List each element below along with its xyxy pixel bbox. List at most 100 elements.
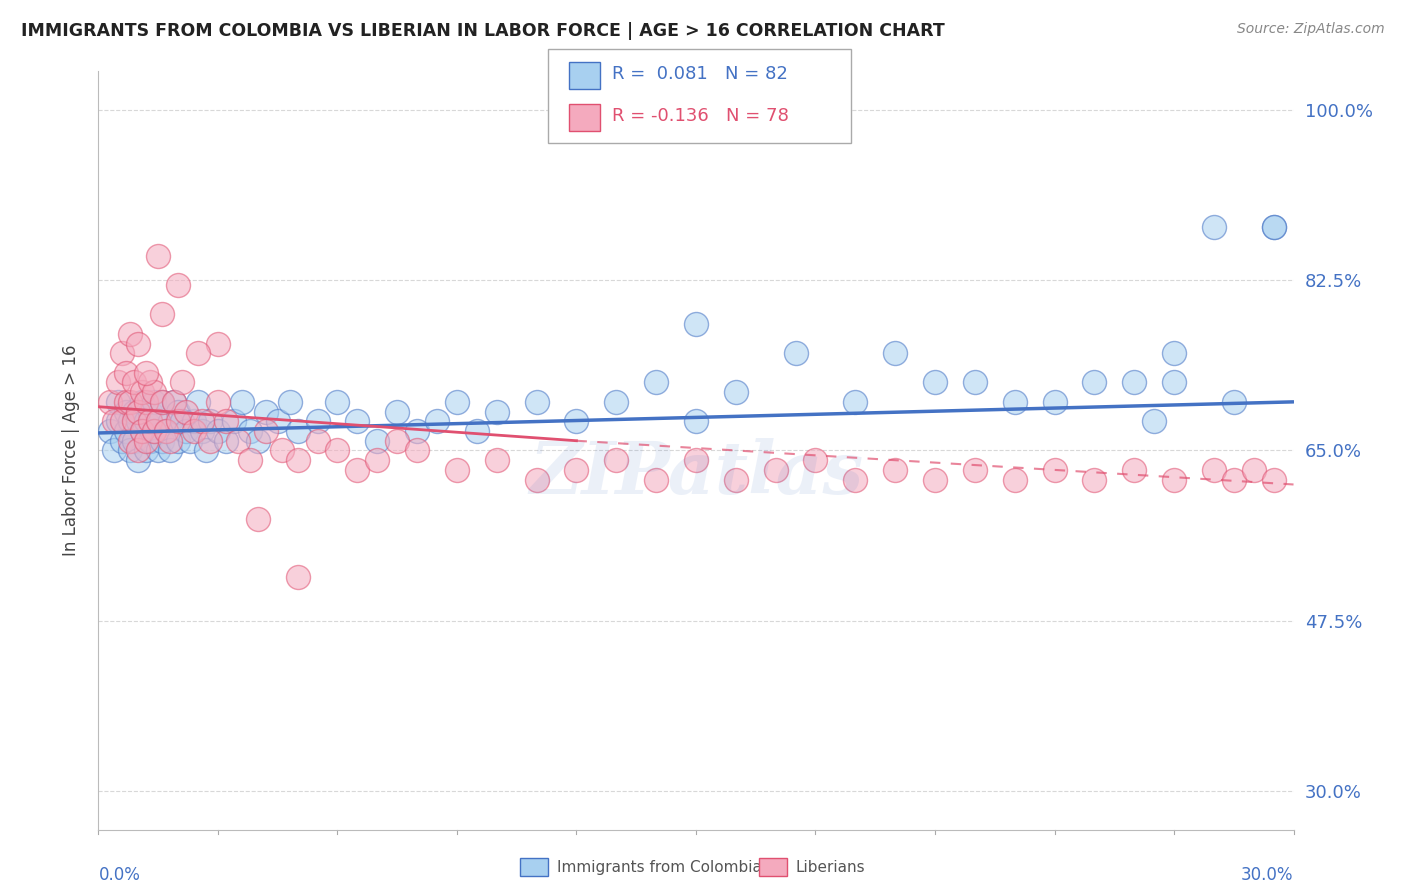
Point: [115, 366, 138, 380]
Point: [1083, 473, 1105, 487]
Text: Liberians: Liberians: [796, 860, 866, 874]
Point: [1223, 473, 1246, 487]
Point: [1043, 463, 1066, 477]
Point: [174, 404, 197, 418]
Point: [385, 404, 409, 418]
Point: [111, 434, 134, 448]
Point: [98, 395, 122, 409]
Text: ZIPatlas: ZIPatlas: [529, 438, 863, 508]
Point: [254, 424, 277, 438]
Point: [366, 453, 388, 467]
Point: [254, 404, 277, 418]
Point: [246, 511, 269, 525]
Point: [127, 336, 149, 351]
Point: [127, 443, 149, 458]
Point: [804, 453, 827, 467]
Point: [270, 443, 292, 458]
Point: [139, 376, 162, 390]
Point: [963, 376, 986, 390]
Point: [844, 473, 866, 487]
Point: [1043, 395, 1066, 409]
Point: [1143, 414, 1166, 428]
Point: [107, 395, 129, 409]
Point: [605, 395, 627, 409]
Point: [139, 404, 162, 418]
Point: [685, 453, 707, 467]
Point: [131, 424, 153, 438]
Point: [326, 395, 349, 409]
Point: [159, 443, 181, 458]
Point: [127, 404, 149, 418]
Point: [120, 326, 142, 341]
Point: [963, 463, 986, 477]
Point: [148, 249, 170, 263]
Point: [198, 434, 221, 448]
Point: [115, 424, 138, 438]
Point: [155, 424, 177, 438]
Point: [191, 424, 214, 438]
Point: [385, 434, 409, 448]
Point: [307, 414, 329, 428]
Point: [139, 414, 162, 428]
Point: [605, 453, 627, 467]
Point: [107, 414, 129, 428]
Text: R =  0.081   N = 82: R = 0.081 N = 82: [612, 65, 787, 84]
Point: [785, 346, 807, 360]
Point: [167, 414, 190, 428]
Point: [143, 385, 166, 400]
Point: [167, 404, 190, 418]
Point: [645, 376, 668, 390]
Point: [526, 473, 548, 487]
Point: [107, 376, 129, 390]
Text: Source: ZipAtlas.com: Source: ZipAtlas.com: [1237, 22, 1385, 37]
Point: [406, 443, 429, 458]
Point: [406, 424, 429, 438]
Point: [287, 453, 309, 467]
Point: [207, 424, 229, 438]
Point: [127, 453, 149, 467]
Point: [239, 424, 262, 438]
Point: [135, 443, 157, 458]
Point: [124, 414, 146, 428]
Point: [98, 424, 122, 438]
Point: [124, 376, 146, 390]
Point: [1163, 473, 1185, 487]
Point: [131, 424, 153, 438]
Point: [150, 395, 173, 409]
Point: [167, 278, 190, 293]
Point: [1083, 376, 1105, 390]
Point: [139, 434, 162, 448]
Point: [645, 473, 668, 487]
Point: [172, 376, 194, 390]
Point: [1223, 395, 1246, 409]
Point: [1243, 463, 1265, 477]
Point: [565, 414, 588, 428]
Point: [124, 404, 146, 418]
Point: [366, 434, 388, 448]
Point: [724, 385, 747, 400]
Point: [287, 424, 309, 438]
Point: [148, 414, 170, 428]
Point: [346, 414, 368, 428]
Point: [1123, 463, 1146, 477]
Point: [231, 395, 253, 409]
Point: [135, 366, 157, 380]
Point: [135, 434, 157, 448]
Point: [724, 473, 747, 487]
Point: [148, 414, 170, 428]
Point: [685, 414, 707, 428]
Point: [884, 346, 907, 360]
Text: 30.0%: 30.0%: [1241, 866, 1294, 885]
Point: [239, 453, 262, 467]
Point: [1202, 463, 1225, 477]
Point: [465, 424, 488, 438]
Point: [1163, 376, 1185, 390]
Point: [143, 424, 166, 438]
Point: [150, 395, 173, 409]
Point: [159, 434, 181, 448]
Point: [120, 414, 142, 428]
Point: [1163, 346, 1185, 360]
Point: [148, 443, 170, 458]
Point: [924, 473, 946, 487]
Point: [131, 395, 153, 409]
